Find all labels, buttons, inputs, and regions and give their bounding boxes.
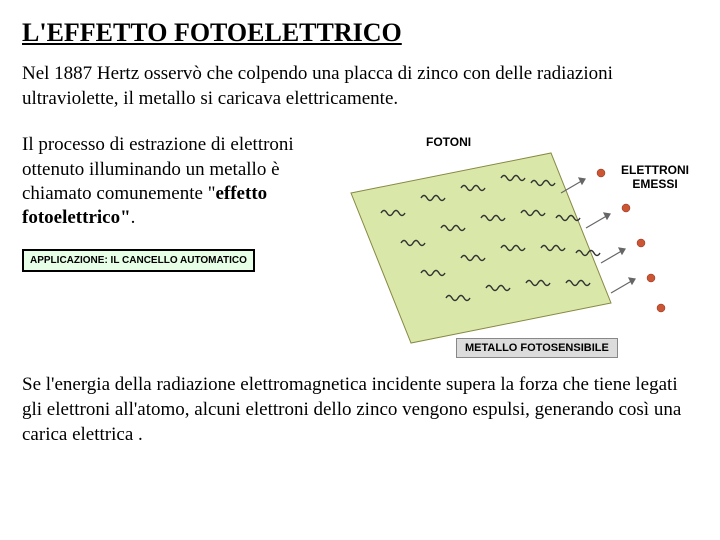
label-electrons-l1: ELETTRONI (621, 163, 689, 177)
label-electrons-l2: EMESSI (621, 177, 689, 191)
process-paragraph: Il processo di estrazione di elettroni o… (22, 133, 297, 230)
label-electrons: ELETTRONI EMESSI (621, 163, 689, 191)
middle-row: Il processo di estrazione di elettroni o… (22, 133, 698, 363)
page-title: L'EFFETTO FOTOELETTRICO (22, 18, 698, 48)
process-post: . (131, 207, 136, 228)
figure-caption: METALLO FOTOSENSIBILE (456, 338, 618, 358)
left-column: Il processo di estrazione di elettroni o… (22, 133, 297, 271)
application-box: APPLICAZIONE: IL CANCELLO AUTOMATICO (22, 249, 255, 272)
photoelectric-figure: FOTONI ELETTRONI EMESSI METALLO FOTOSENS… (311, 133, 698, 363)
bottom-paragraph: Se l'energia della radiazione elettromag… (22, 373, 698, 447)
metal-slab (351, 153, 611, 343)
label-photons: FOTONI (426, 135, 471, 149)
intro-paragraph: Nel 1887 Hertz osservò che colpendo una … (22, 62, 698, 111)
